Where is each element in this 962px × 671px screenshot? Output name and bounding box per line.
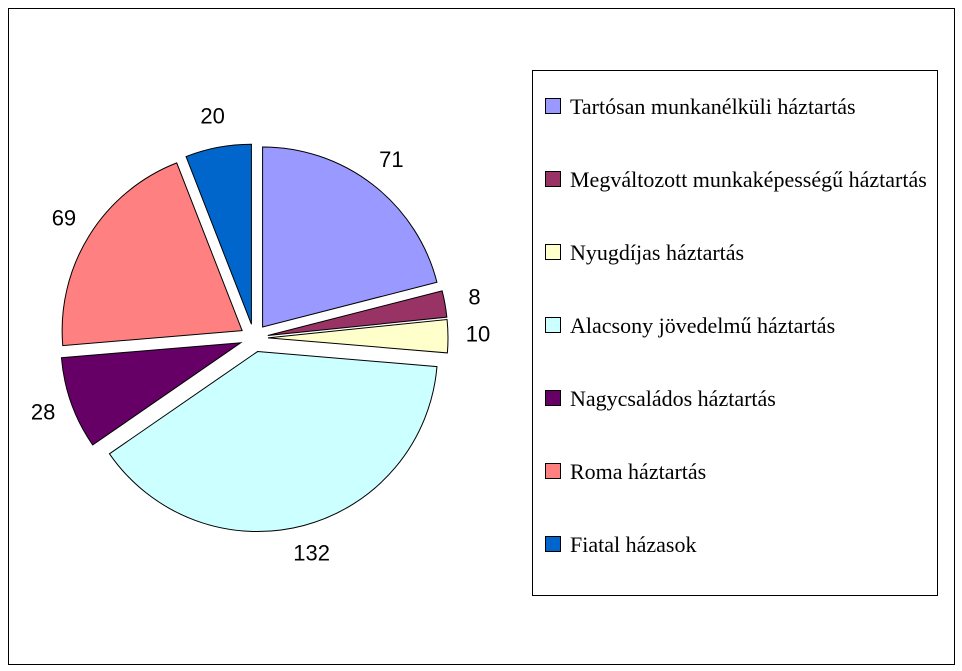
legend-label: Tartósan munkanélküli háztartás [570,94,856,119]
legend-swatch [545,317,561,333]
legend-item: Fiatal házasok [545,529,930,560]
legend-swatch [545,98,561,114]
legend-label: Nagycsaládos háztartás [570,386,776,411]
value-label: 28 [31,399,55,424]
legend-swatch [545,463,561,479]
pie-slice [108,351,438,533]
legend-swatch [545,536,561,552]
legend-label: Megváltozott munkaképességű háztartás [570,167,927,192]
legend-swatch [545,390,561,406]
legend-label: Alacsony jövedelmű háztartás [570,313,836,338]
legend-label: Nyugdíjas háztartás [570,240,745,265]
value-label: 10 [466,322,490,347]
pie-slice [267,290,448,337]
legend-swatch [545,171,561,187]
legend-item: Tartósan munkanélküli háztartás [545,91,930,122]
pie-slice [185,143,252,325]
value-label: 71 [379,147,403,172]
value-label: 132 [293,540,330,565]
pie-slice [60,342,243,446]
value-label: 8 [468,284,480,309]
value-label: 20 [200,104,224,129]
legend: Tartósan munkanélküli háztartás Megváltoz… [532,70,938,596]
legend-swatch [545,244,561,260]
legend-item: Megváltozott munkaképességű háztartás [545,164,930,195]
legend-item: Nagycsaládos háztartás [545,383,930,414]
legend-label: Fiatal házasok [570,532,697,557]
legend-label: Roma háztartás [570,459,707,484]
pie-slice [267,318,449,354]
value-label: 69 [52,205,76,230]
legend-item: Nyugdíjas háztartás [545,237,930,268]
pie-slice [262,146,438,328]
legend-item: Alacsony jövedelmű háztartás [545,310,930,341]
legend-item: Roma háztartás [545,456,930,487]
pie-slice [61,162,243,347]
